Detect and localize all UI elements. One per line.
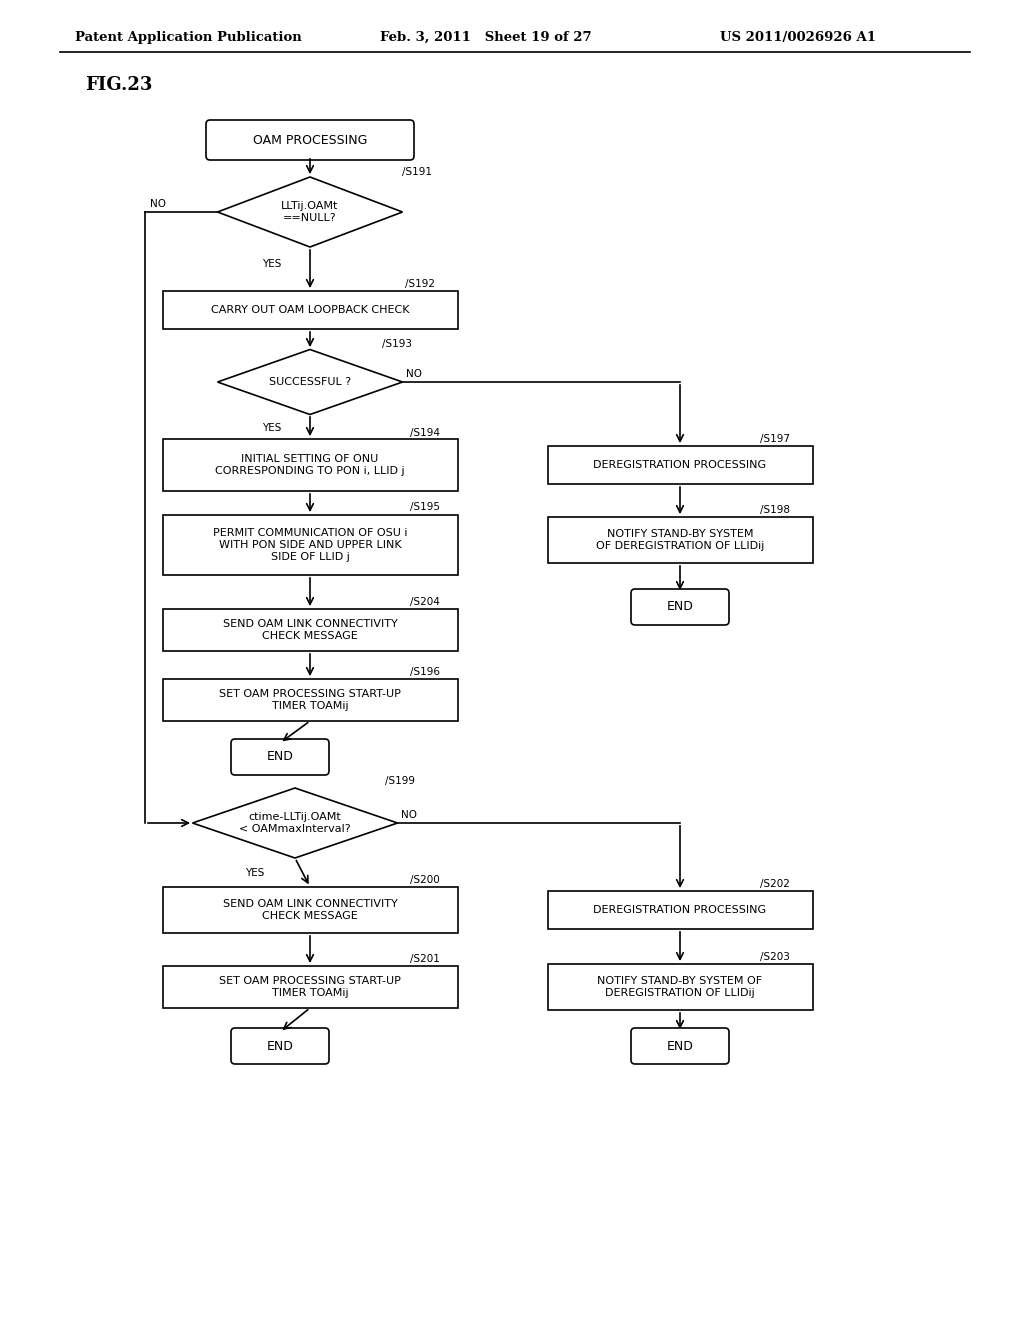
Text: NOTIFY STAND-BY SYSTEM
OF DEREGISTRATION OF LLIDij: NOTIFY STAND-BY SYSTEM OF DEREGISTRATION… [596,529,764,550]
Bar [548,964,812,1010]
Text: INITIAL SETTING OF ONU
CORRESPONDING TO PON i, LLID j: INITIAL SETTING OF ONU CORRESPONDING TO … [215,454,404,475]
Bar [163,966,458,1008]
Text: END: END [266,1040,294,1052]
Polygon shape [217,350,402,414]
Bar [548,891,812,929]
Text: SET OAM PROCESSING START-UP
TIMER TOAMij: SET OAM PROCESSING START-UP TIMER TOAMij [219,977,401,998]
Text: /S201: /S201 [410,954,440,964]
Text: END: END [667,1040,693,1052]
Text: Feb. 3, 2011   Sheet 19 of 27: Feb. 3, 2011 Sheet 19 of 27 [380,30,592,44]
Polygon shape [193,788,397,858]
Text: /S192: /S192 [406,279,435,289]
Bar [163,609,458,651]
Bar [548,446,812,484]
Bar [163,678,458,721]
Text: SET OAM PROCESSING START-UP
TIMER TOAMij: SET OAM PROCESSING START-UP TIMER TOAMij [219,689,401,710]
Text: YES: YES [262,422,282,433]
FancyBboxPatch shape [231,739,329,775]
Text: /S203: /S203 [760,952,790,962]
Text: LLTij.OAMt
==NULL?: LLTij.OAMt ==NULL? [282,201,339,223]
Text: SEND OAM LINK CONNECTIVITY
CHECK MESSAGE: SEND OAM LINK CONNECTIVITY CHECK MESSAGE [222,619,397,640]
Text: NO: NO [406,370,422,379]
Bar [163,290,458,329]
Text: Patent Application Publication: Patent Application Publication [75,30,302,44]
Text: /S198: /S198 [760,506,790,515]
Text: /S202: /S202 [760,879,790,888]
Text: /S197: /S197 [760,434,790,444]
Text: SUCCESSFUL ?: SUCCESSFUL ? [269,378,351,387]
Text: END: END [266,751,294,763]
FancyBboxPatch shape [631,1028,729,1064]
FancyBboxPatch shape [631,589,729,624]
Text: US 2011/0026926 A1: US 2011/0026926 A1 [720,30,876,44]
Bar [548,517,812,564]
Polygon shape [217,177,402,247]
Text: NO: NO [401,810,417,820]
Text: FIG.23: FIG.23 [85,77,153,94]
Text: /S200: /S200 [410,875,439,884]
Text: YES: YES [245,869,264,878]
Text: PERMIT COMMUNICATION OF OSU i
WITH PON SIDE AND UPPER LINK
SIDE OF LLID j: PERMIT COMMUNICATION OF OSU i WITH PON S… [213,528,408,561]
FancyBboxPatch shape [206,120,414,160]
FancyBboxPatch shape [231,1028,329,1064]
Bar [163,887,458,933]
Text: /S195: /S195 [410,502,440,512]
Text: DEREGISTRATION PROCESSING: DEREGISTRATION PROCESSING [594,906,767,915]
Bar [163,440,458,491]
Text: NOTIFY STAND-BY SYSTEM OF
DEREGISTRATION OF LLIDij: NOTIFY STAND-BY SYSTEM OF DEREGISTRATION… [597,977,763,998]
Text: CARRY OUT OAM LOOPBACK CHECK: CARRY OUT OAM LOOPBACK CHECK [211,305,410,315]
Text: /S196: /S196 [410,667,440,677]
Text: DEREGISTRATION PROCESSING: DEREGISTRATION PROCESSING [594,459,767,470]
Text: /S199: /S199 [385,776,415,785]
Bar [163,515,458,576]
Text: /S191: /S191 [402,168,432,177]
Text: NO: NO [150,199,166,209]
Text: OAM PROCESSING: OAM PROCESSING [253,133,368,147]
Text: END: END [667,601,693,614]
Text: SEND OAM LINK CONNECTIVITY
CHECK MESSAGE: SEND OAM LINK CONNECTIVITY CHECK MESSAGE [222,899,397,921]
Text: YES: YES [262,259,282,269]
Text: /S193: /S193 [382,339,412,348]
Text: /S204: /S204 [410,597,440,607]
Text: ctime-LLTij.OAMt
< OAMmaxInterval?: ctime-LLTij.OAMt < OAMmaxInterval? [240,812,351,834]
Text: /S194: /S194 [410,428,440,438]
